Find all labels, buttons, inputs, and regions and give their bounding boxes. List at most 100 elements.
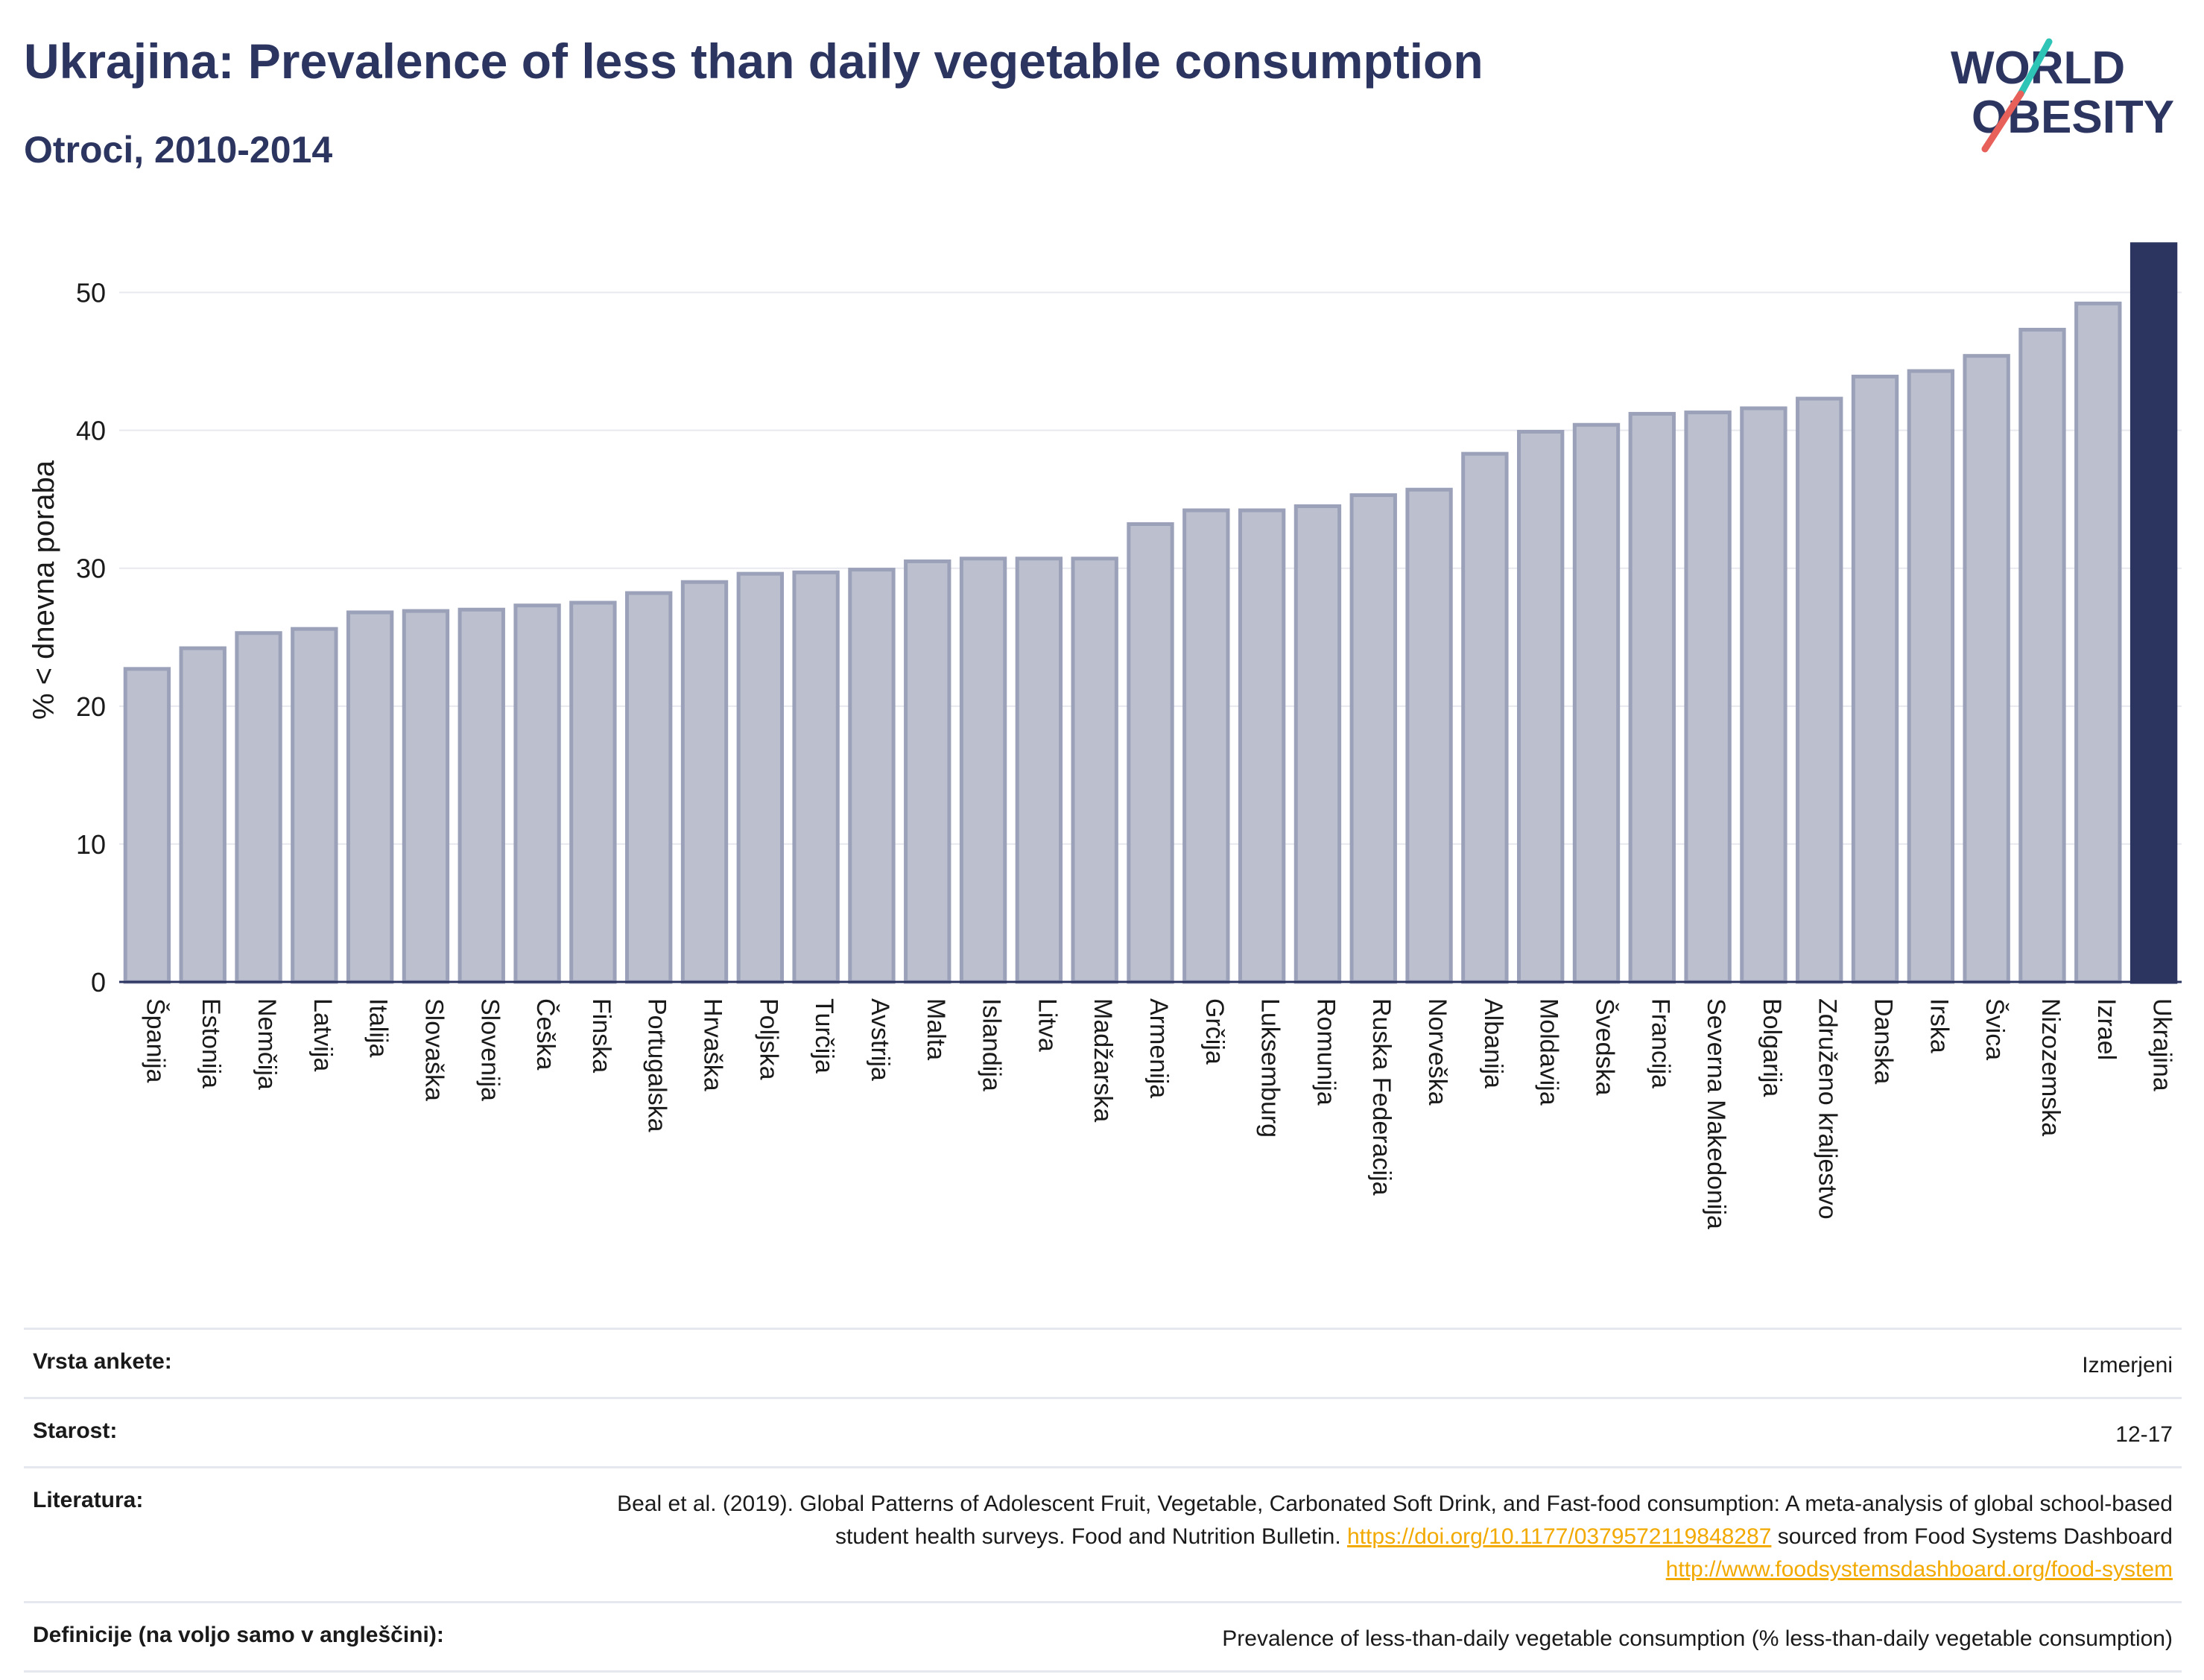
x-tick-label: Izrael [2092,998,2121,1060]
y-tick-label: 30 [76,554,106,584]
logo-slash-red [1981,90,2024,153]
logo-slash-teal [2017,38,2053,98]
x-tick-label: Francija [1646,998,1674,1088]
y-tick-label: 10 [76,829,106,860]
y-tick-label: 40 [76,416,106,446]
bar-17 [1015,557,1063,984]
bar-23 [1349,493,1397,984]
x-tick-label: Danska [1869,998,1898,1084]
info-value: Prevalence of less-than-daily vegetable … [1222,1626,2173,1651]
info-value: Izmerjeni [2082,1353,2173,1378]
bar-chart: 0 10 20 30 40 50 Španija Estonija Nemčija Latvija… [28,242,2182,1229]
bar-4 [291,627,338,984]
info-row-definitions: Definicije (na voljo samo v angleščini):… [24,1601,2182,1673]
bar-18 [1071,557,1118,984]
x-tick-label: Združeno kraljestvo [1814,998,1842,1220]
bar-14 [848,568,896,984]
bar-26 [1516,429,1565,984]
x-tick-label: Ukrajina [2148,998,2176,1091]
x-tick-label: Romunija [1311,998,1340,1106]
bar-3 [235,631,282,984]
bar-36 [2074,301,2122,984]
bar-11 [680,580,729,984]
bar-9 [569,600,617,984]
bar-19 [1127,522,1174,984]
bar-30 [1740,406,1787,984]
x-tick-label: Albanija [1479,998,1507,1088]
x-tick-label: Slovenija [475,998,504,1101]
x-tick-label: Slovaška [419,998,448,1101]
x-tick-label: Poljska [754,998,782,1080]
bar-29 [1684,411,1732,984]
bar-16 [959,557,1007,984]
bar-20 [1182,508,1230,984]
x-tick-label: Španija [141,998,169,1083]
bar-35 [2018,328,2066,984]
bar-24 [1405,487,1453,984]
axes: 0 10 20 30 40 50 Španija Estonija Nemčija Latvija… [76,278,2182,1229]
bar-37 [2129,242,2178,984]
x-tick-label: Nizozemska [2036,998,2065,1136]
x-tick-label: Islandija [978,998,1006,1091]
x-tick-label: Švica [1980,998,2009,1060]
bar-2 [179,646,227,984]
bar-34 [1963,354,2010,984]
y-tick-label: 50 [76,278,106,308]
doi-link[interactable]: https://doi.org/10.1177/0379572119848287 [1347,1524,1772,1549]
info-row-literature: Literatura: Beal et al. (2019). Global P… [24,1466,2182,1601]
x-tick-label: Moldavija [1535,998,1563,1106]
info-label: Definicije (na voljo samo v angleščini): [33,1623,444,1647]
x-tick-label: Madžarska [1089,998,1117,1122]
info-value: 12-17 [2115,1422,2173,1447]
info-label: Vrsta ankete: [33,1349,172,1374]
y-tick-label: 20 [76,691,106,722]
bar-32 [1851,374,1899,984]
info-label: Literatura: [33,1488,144,1512]
x-tick-label: Estonija [197,998,225,1088]
y-tick-label: 0 [91,967,106,998]
x-tick-label: Bolgarija [1758,998,1786,1097]
x-tick-label: Litva [1033,998,1061,1052]
x-tick-label: Malta [922,998,950,1060]
x-tick-label: Turčija [810,998,838,1074]
bar-31 [1796,396,1843,984]
x-tick-label: Finska [587,998,615,1073]
x-tick-label: Italija [364,998,393,1057]
bar-1 [123,667,171,984]
bar-5 [346,610,394,984]
bar-25 [1461,451,1509,984]
world-obesity-logo: WORLD OBESITY [1951,38,2174,153]
x-tick-label: Armenija [1144,998,1173,1098]
info-value-literature: Beal et al. (2019). Global Patterns of A… [563,1488,2173,1586]
x-tick-label: Irska [1925,998,1953,1053]
bar-10 [625,591,673,984]
bar-28 [1628,411,1676,984]
x-tick-label: Norveška [1423,998,1451,1106]
info-row-survey-type: Vrsta ankete: Izmerjeni [24,1328,2182,1397]
x-tick-label: Avstrija [866,998,894,1081]
x-tick-label: Ruska Federacija [1367,998,1396,1196]
bar-8 [513,603,561,984]
bar-7 [457,607,505,984]
info-row-age: Starost: 12-17 [24,1397,2182,1466]
literature-text-2: sourced from Food Systems Dashboard [1771,1524,2173,1549]
dashboard-link[interactable]: http://www.foodsystemsdashboard.org/food… [1665,1557,2173,1582]
info-label: Starost: [33,1419,118,1443]
bar-27 [1572,422,1621,984]
chart-subtitle: Otroci, 2010-2014 [24,129,333,171]
bar-33 [1907,369,1955,984]
x-tick-label: Portugalska [643,998,671,1132]
x-tick-label: Češka [531,998,560,1070]
x-tick-label: Grčija [1200,998,1229,1065]
bar-12 [736,571,785,984]
bar-15 [904,559,951,984]
x-tick-label: Hrvaška [699,998,727,1091]
bar-22 [1293,504,1342,984]
x-tick-label: Latvija [308,998,337,1071]
literature-text: Beal et al. (2019). Global Patterns of A… [617,1492,2173,1549]
x-tick-label: Švedska [1590,998,1618,1095]
bar-21 [1238,508,1286,984]
x-tick-label: Severna Makedonija [1702,998,1730,1229]
chart-title: Ukrajina: Prevalence of less than daily … [24,34,1483,89]
info-table: Vrsta ankete: Izmerjeni Starost: 12-17 L… [24,1328,2182,1673]
